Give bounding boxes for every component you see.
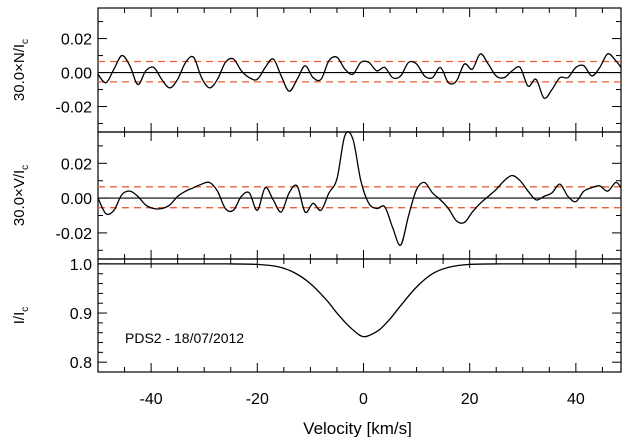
y-axis-label-subscript: c: [20, 165, 31, 170]
y-tick-label: -0.02: [56, 226, 93, 243]
y-tick-label: 0.00: [61, 66, 92, 83]
plot-frame: [97, 131, 622, 260]
y-axis-label-text: I/I: [11, 312, 28, 325]
y-axis-label-text: 30.0×V/I: [11, 170, 28, 226]
star-date-annotation: PDS2 - 18/07/2012: [125, 330, 244, 346]
x-axis-label: Velocity [km/s]: [303, 419, 412, 437]
x-tick-label: 0: [359, 391, 368, 408]
y-axis-label: 30.0×V/Ic: [11, 165, 31, 226]
y-tick-label: 1.0: [70, 257, 92, 274]
panel-v-stokes: -0.02 0.00 0.02 30.0×V/Ic: [11, 131, 622, 260]
y-axis-label: 30.0×N/Ic: [11, 39, 31, 101]
y-tick-label: -0.02: [56, 100, 93, 117]
y-tick-label: 0.00: [61, 191, 92, 208]
x-tick-label: 40: [567, 391, 585, 408]
panel-i-intensity: 0.8 0.9 1.0 I/Ic -40 -20 0 20 40 Velocity [km/s] P…: [11, 257, 622, 437]
y-axis-label-subscript: c: [20, 307, 31, 312]
y-tick-label: 0.02: [61, 156, 92, 173]
x-tick-label: -40: [140, 391, 163, 408]
y-axis-label-subscript: c: [20, 39, 31, 44]
profile-series-line: [98, 263, 621, 338]
y-tick-label: 0.9: [70, 306, 92, 323]
y-axis-label: I/Ic: [11, 307, 31, 325]
plot-frame: [97, 258, 622, 373]
panel-n-stokes: -0.02 0.00 0.02 30.0×N/Ic: [11, 7, 622, 133]
y-axis-label-text: 30.0×N/I: [11, 44, 28, 101]
profile-series-line: [97, 131, 622, 246]
plot-frame: [97, 7, 622, 133]
profile-series-line: [97, 53, 622, 99]
x-tick-label: 20: [461, 391, 479, 408]
x-tick-label: -20: [246, 391, 269, 408]
y-tick-label: 0.02: [61, 32, 92, 49]
y-tick-label: 0.8: [70, 355, 92, 372]
